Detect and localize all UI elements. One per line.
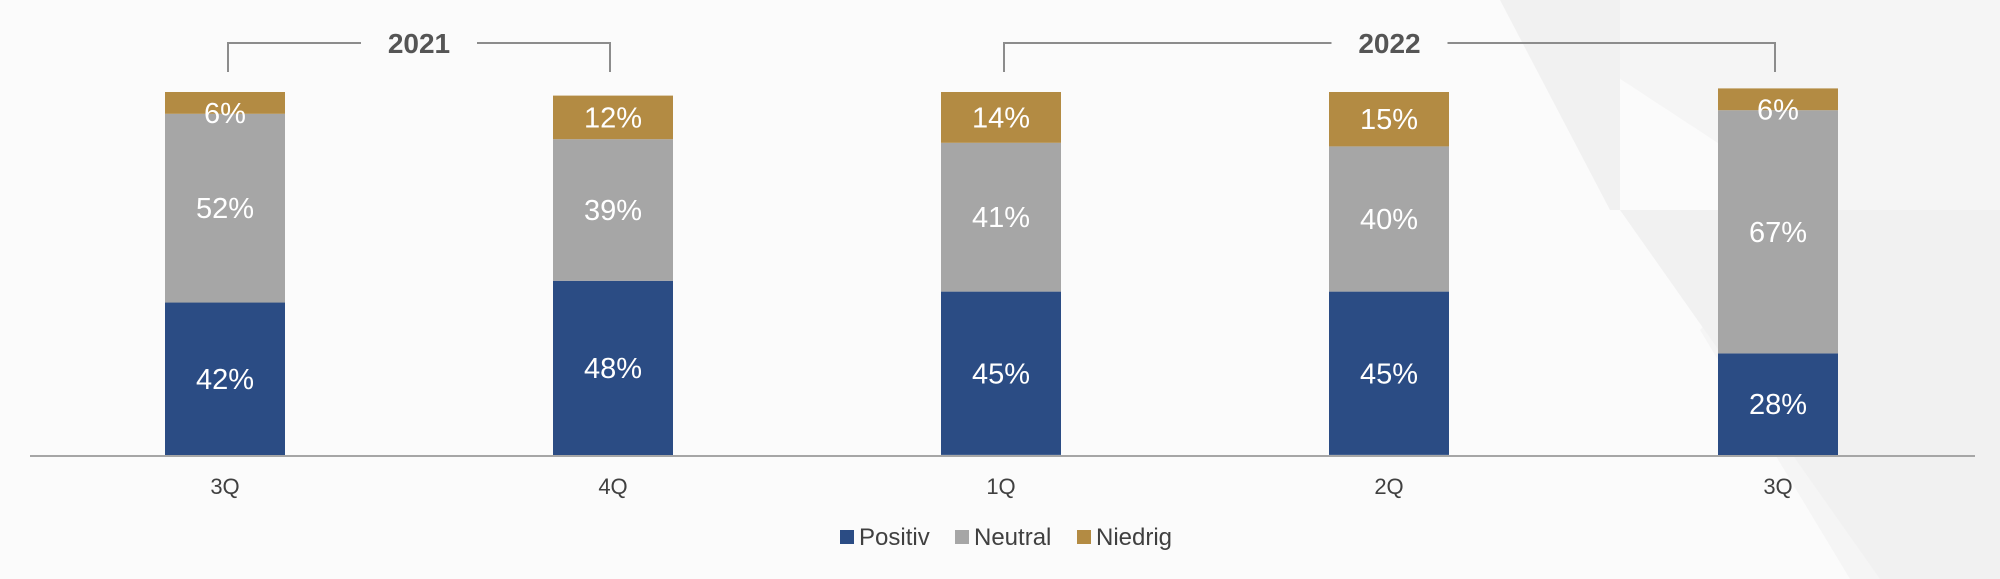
data-label-niedrig-1: 6% [204,98,246,130]
bar-positiv-4 [1329,291,1449,455]
bar-niedrig-5 [1718,88,1838,111]
bracket-left-2022 [1003,42,1332,72]
bracket-right-2021 [477,42,611,72]
bar-niedrig-2 [553,95,673,140]
data-label-neutral-5: 67% [1749,217,1807,249]
bar-niedrig-1 [165,92,285,114]
bar-positiv-3 [941,291,1061,455]
data-label-positiv-4: 45% [1360,358,1418,390]
bar-niedrig-3 [941,92,1061,143]
data-label-positiv-3: 45% [972,358,1030,390]
year-brackets: 2021 2022 [227,28,1776,72]
legend-label-niedrig: Niedrig [1096,524,1172,551]
bar-neutral-4 [1329,146,1449,292]
x-tick-label-2: 4Q [598,474,627,499]
bar-niedrig-4 [1329,92,1449,147]
bracket-right-2022 [1447,42,1776,72]
data-label-niedrig-4: 15% [1360,104,1418,136]
legend-swatch-niedrig [1077,530,1091,544]
x-tick-label-4: 2Q [1374,474,1403,499]
x-tick-label-1: 3Q [210,474,239,499]
bar-neutral-2 [553,139,673,281]
legend-label-neutral: Neutral [974,524,1051,551]
data-label-positiv-5: 28% [1749,389,1807,421]
data-label-neutral-3: 41% [972,202,1030,234]
legend-label-positiv: Positiv [859,524,930,551]
bracket-left-2021 [227,42,361,72]
x-axis-ticks: 3Q 4Q 1Q 2Q 3Q [210,474,1792,499]
legend-swatch-neutral [955,530,969,544]
data-label-positiv-1: 42% [196,364,254,396]
data-label-neutral-4: 40% [1360,204,1418,236]
group-label-2021: 2021 [388,28,450,59]
group-label-2022: 2022 [1358,28,1420,59]
data-label-niedrig-2: 12% [584,102,642,134]
bar-positiv-5 [1718,353,1838,455]
data-label-niedrig-5: 6% [1757,94,1799,126]
bar-positiv-1 [165,302,285,455]
data-label-neutral-2: 39% [584,195,642,227]
legend-swatch-positiv [840,530,854,544]
data-label-neutral-1: 52% [196,193,254,225]
x-tick-label-3: 1Q [986,474,1015,499]
bar-neutral-3 [941,142,1061,292]
legend: Positiv Neutral Niedrig [840,524,1172,551]
bar-neutral-1 [165,113,285,303]
data-label-niedrig-3: 14% [972,102,1030,134]
bar-positiv-2 [553,280,673,455]
bar-neutral-5 [1718,110,1838,354]
data-label-positiv-2: 48% [584,353,642,385]
x-tick-label-5: 3Q [1763,474,1792,499]
bars-layer: 42% 52% 6% 48% 39% 12% 45% 41% 14% 45% 40% 15% 28% 67… [165,88,1838,455]
